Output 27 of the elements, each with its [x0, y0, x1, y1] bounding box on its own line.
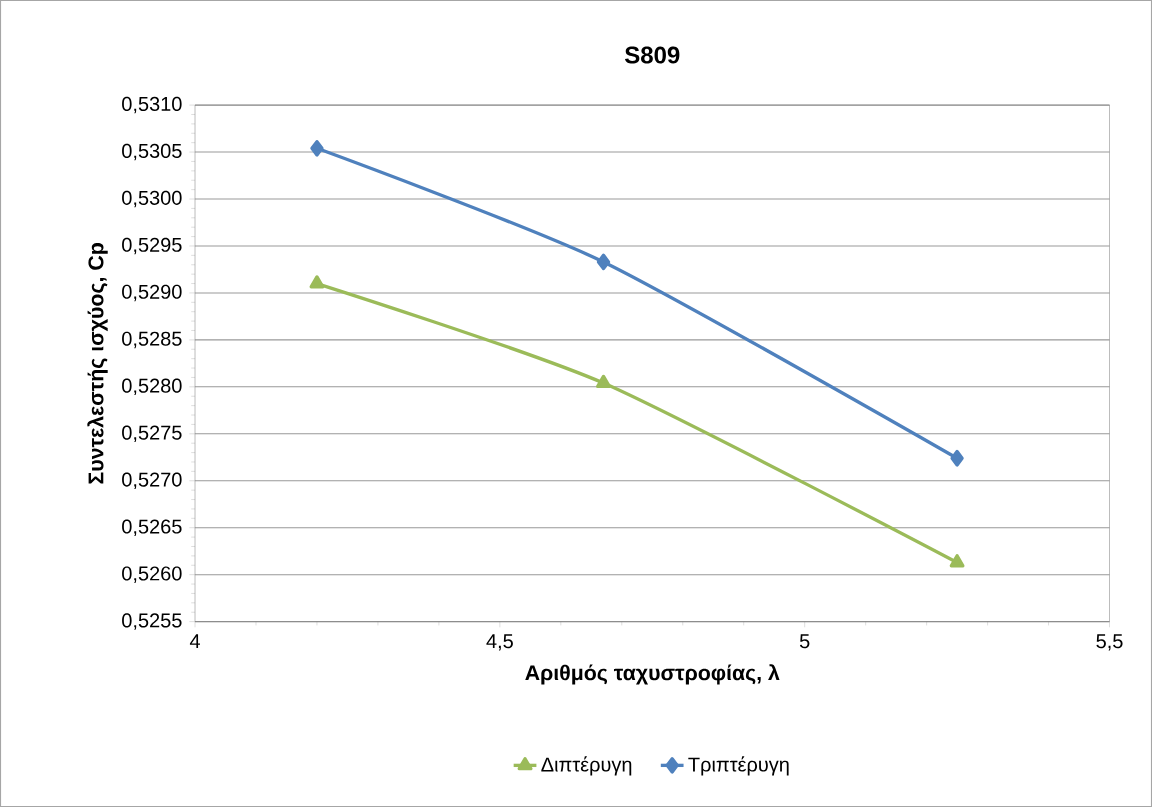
y-tick-label: 0,5300 [122, 190, 182, 208]
y-tick-label: 0,5275 [122, 425, 182, 443]
x-tick-label: 5 [799, 634, 810, 649]
legend-label: Διπτέρυγη [541, 756, 632, 776]
point [949, 554, 965, 568]
y-tick-label: 0,5260 [122, 566, 182, 583]
point [309, 275, 325, 289]
x-tick-label: 4 [189, 634, 200, 648]
y-tick-label: 0,5305 [122, 143, 182, 161]
y-tick-label: 0,5310 [122, 96, 182, 114]
chart-title: S809 [624, 46, 680, 64]
point [596, 374, 611, 389]
x-tick-label: 4,5 [486, 634, 513, 651]
point [950, 449, 964, 467]
y-tick-label: 0,5295 [122, 237, 182, 255]
y-tick-label: 0,5270 [122, 472, 182, 489]
point [596, 253, 611, 271]
y-tick-label: 0,5285 [122, 331, 182, 349]
x-axis-title: Αριθμός ταχυστροφίας, λ [525, 664, 780, 685]
y-tick-label: 0,5290 [122, 284, 182, 302]
y-tick-label: 0,5265 [122, 519, 182, 536]
y-tick-label: 0,5255 [122, 613, 182, 630]
y-axis-title: Συντελεστής ισχύος, Cp [87, 243, 108, 484]
point [310, 139, 324, 157]
x-tick-label: 5,5 [1096, 634, 1123, 651]
y-tick-label: 0,5280 [122, 378, 182, 396]
legend-label: Τριπτέρυγη [688, 756, 789, 776]
